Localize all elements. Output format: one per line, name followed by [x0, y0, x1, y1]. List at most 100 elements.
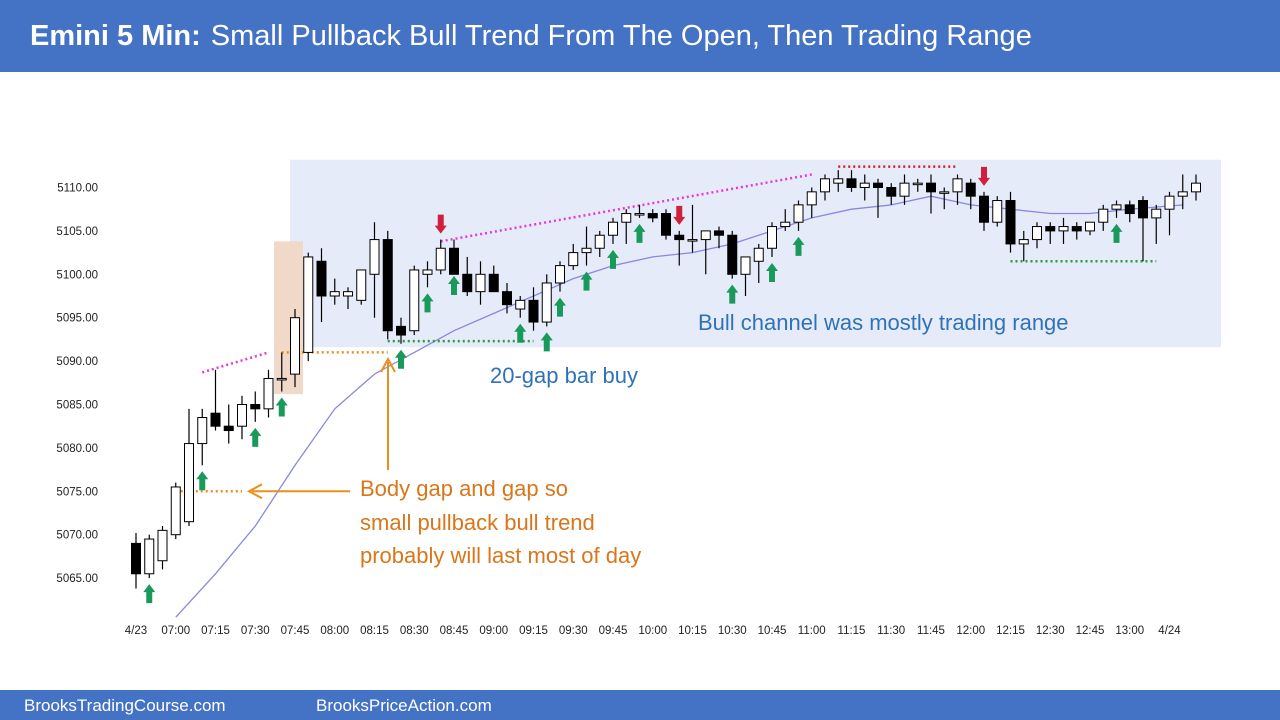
x-tick-label: 08:30 — [400, 625, 429, 637]
candle — [1111, 200, 1122, 218]
candle-body — [714, 230, 724, 236]
buy-signal-up-arrow-icon — [143, 584, 156, 604]
candle-body — [767, 226, 777, 249]
buy-signal-up-arrow-icon — [540, 332, 553, 352]
candle — [621, 209, 632, 244]
candle-body — [210, 412, 221, 427]
candle-body — [1071, 226, 1082, 232]
candle — [714, 226, 724, 249]
candle-body — [581, 247, 592, 254]
candle — [1032, 222, 1042, 249]
x-tick-label: 09:45 — [599, 625, 628, 637]
candle — [528, 287, 539, 331]
candle-body — [462, 273, 473, 293]
y-tick-label: 5070.00 — [56, 530, 98, 542]
y-tick-label: 5085.00 — [56, 400, 98, 412]
candle-body — [488, 273, 499, 293]
candle — [674, 230, 685, 266]
candle — [343, 287, 353, 310]
buy-signal-up-arrow-icon — [249, 427, 262, 447]
y-tick-label: 5095.00 — [56, 313, 98, 325]
candle — [846, 170, 857, 192]
candle — [992, 196, 1003, 227]
candle-body — [687, 239, 698, 242]
candle — [382, 230, 393, 340]
title-bar: Emini 5 Min: Small Pullback Bull Trend F… — [0, 0, 1280, 72]
candle-body — [170, 486, 181, 536]
pointer-arrow-left-head — [246, 483, 263, 500]
candle — [1138, 196, 1148, 262]
x-tick-label: 11:00 — [798, 625, 826, 637]
candle-body — [237, 404, 247, 427]
candle-body — [979, 195, 989, 223]
candle — [939, 187, 950, 210]
candle-body — [740, 256, 751, 275]
body-gap-label-line1: Body gap and gap so — [360, 476, 568, 501]
candle — [1085, 221, 1095, 236]
candle — [488, 265, 499, 293]
candle — [1164, 191, 1175, 236]
candle-body — [634, 213, 645, 216]
candle-body — [449, 247, 459, 275]
candle — [926, 174, 936, 214]
candle-body — [329, 291, 340, 297]
pointer-arrow-up-head — [380, 356, 396, 373]
candle — [687, 204, 698, 253]
candle — [700, 230, 711, 275]
x-tick-label: 09:30 — [559, 625, 588, 637]
candle-body — [899, 182, 910, 197]
x-tick-label: 08:45 — [440, 625, 469, 637]
x-tick-label: 10:15 — [678, 625, 707, 637]
candle — [820, 174, 830, 201]
candle — [157, 526, 168, 570]
annotation-text-layer: Bull channel was mostly trading range 20… — [360, 310, 1069, 568]
candle-body — [621, 213, 632, 223]
candle — [197, 408, 208, 466]
candle — [886, 183, 897, 205]
x-tick-label: 09:00 — [479, 625, 508, 637]
candle-body — [555, 265, 565, 284]
candle-body — [1085, 221, 1095, 232]
candles-layer — [131, 170, 1201, 589]
candle-body — [820, 178, 830, 193]
candle — [1045, 222, 1056, 244]
candle — [435, 239, 446, 275]
candle — [661, 209, 671, 240]
candle-body — [939, 191, 950, 194]
candle — [184, 408, 194, 527]
candle — [449, 239, 459, 275]
candle — [144, 534, 155, 579]
candle-body — [263, 377, 274, 410]
candle-body — [780, 221, 791, 228]
candle-body — [1018, 239, 1029, 245]
candle — [515, 296, 526, 318]
candle — [369, 222, 380, 318]
candle-body — [952, 178, 963, 193]
footer-link-brookstradingcourse[interactable]: BrooksTradingCourse.com — [24, 696, 226, 715]
candle-body — [316, 260, 327, 297]
x-tick-label: 4/23 — [125, 625, 147, 637]
candle-body — [793, 204, 804, 223]
candle — [223, 404, 234, 444]
y-tick-label: 5105.00 — [56, 226, 98, 238]
candle-body — [131, 542, 141, 575]
candle — [210, 369, 221, 431]
candle — [237, 395, 247, 440]
candle-body — [290, 317, 300, 375]
candle-body — [1058, 226, 1069, 232]
x-tick-label: 12:30 — [1036, 625, 1065, 637]
candle — [329, 278, 340, 305]
candle-body — [1045, 226, 1056, 232]
buy-signal-up-arrow-icon — [1110, 223, 1123, 243]
buy-signal-up-arrow-icon — [633, 223, 646, 243]
footer-link-brookspriceaction[interactable]: BrooksPriceAction.com — [316, 696, 492, 715]
candle-body — [859, 182, 870, 189]
ema-line — [175, 195, 1183, 618]
candle — [502, 282, 512, 314]
candle-body — [144, 538, 155, 575]
candle-body — [369, 239, 380, 275]
candle — [873, 178, 883, 218]
candle-body — [647, 213, 658, 219]
candle — [396, 317, 406, 344]
candle — [912, 178, 923, 192]
